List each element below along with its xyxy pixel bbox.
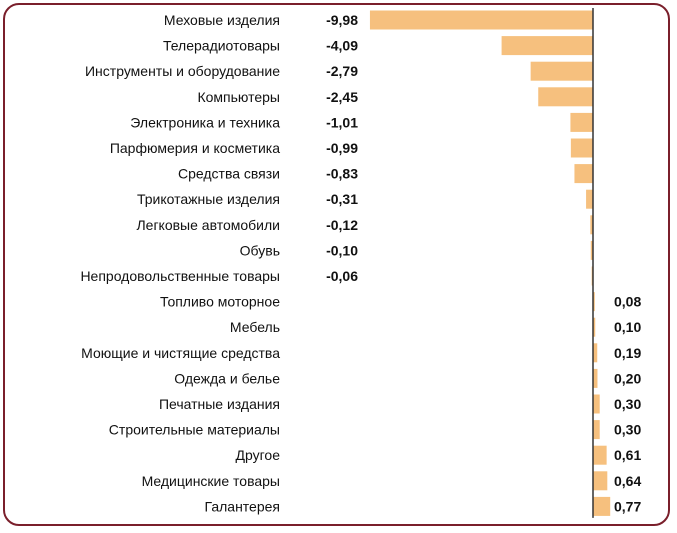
category-label: Топливо моторное <box>160 294 280 310</box>
category-labels-group: Меховые изделия Телерадиотовары Инструмент… <box>80 12 280 514</box>
value-label: 0,10 <box>614 319 641 335</box>
category-label: Строительные материалы <box>109 422 280 438</box>
value-label: -0,12 <box>326 217 358 233</box>
category-label: Медицинские товары <box>142 473 280 489</box>
bar <box>530 61 593 81</box>
bar <box>593 471 608 491</box>
bar <box>538 87 593 107</box>
bar <box>593 368 598 388</box>
category-label: Моющие и чистящие средства <box>81 345 280 361</box>
value-labels-group: -9,98 -4,09 -2,79 -2,45 -1,01 -0,99 -0,83 -0,31… <box>326 12 641 514</box>
value-label: 0,20 <box>614 370 641 386</box>
value-label: 0,30 <box>614 396 641 412</box>
bar <box>570 112 593 132</box>
category-label: Непродовольственные товары <box>80 268 280 284</box>
value-label: -0,10 <box>326 242 358 258</box>
value-label: -9,98 <box>326 12 358 28</box>
category-label: Другое <box>236 447 281 463</box>
bar <box>593 317 596 337</box>
bar <box>593 394 600 414</box>
value-label: -2,79 <box>326 63 358 79</box>
bar <box>574 164 593 184</box>
category-label: Печатные издания <box>159 396 280 412</box>
category-label: Парфюмерия и косметика <box>110 140 280 156</box>
bar <box>590 215 593 235</box>
bar <box>570 138 593 158</box>
bar <box>593 343 598 363</box>
bars-group <box>369 10 611 516</box>
category-label: Галантерея <box>205 498 280 514</box>
category-label: Одежда и белье <box>174 370 280 386</box>
category-label: Компьютеры <box>197 89 280 105</box>
value-label: -0,99 <box>326 140 358 156</box>
value-label: 0,30 <box>614 422 641 438</box>
value-label: 0,64 <box>614 473 641 489</box>
value-label: -1,01 <box>326 114 358 130</box>
value-label: -0,83 <box>326 166 358 182</box>
value-label: -0,06 <box>326 268 358 284</box>
category-label: Телерадиотовары <box>163 38 280 54</box>
bar <box>586 189 593 209</box>
bar <box>590 240 593 260</box>
category-label: Электроника и техника <box>130 114 280 130</box>
category-label: Меховые изделия <box>164 12 280 28</box>
bar <box>369 10 593 30</box>
value-label: 0,77 <box>614 498 641 514</box>
bar <box>593 420 600 440</box>
value-label: 0,61 <box>614 447 641 463</box>
value-label: 0,08 <box>614 294 641 310</box>
bar <box>593 496 611 516</box>
value-label: -4,09 <box>326 38 358 54</box>
category-label: Обувь <box>240 242 280 258</box>
bar <box>593 292 595 312</box>
category-label: Легковые автомобили <box>136 217 280 233</box>
category-label: Трикотажные изделия <box>137 191 280 207</box>
category-label: Мебель <box>230 319 280 335</box>
category-label: Инструменты и оборудование <box>85 63 280 79</box>
value-label: -2,45 <box>326 89 358 105</box>
value-label: -0,31 <box>326 191 358 207</box>
category-label: Средства связи <box>178 166 280 182</box>
bar <box>501 36 593 56</box>
value-label: 0,19 <box>614 345 641 361</box>
bar <box>593 445 607 465</box>
